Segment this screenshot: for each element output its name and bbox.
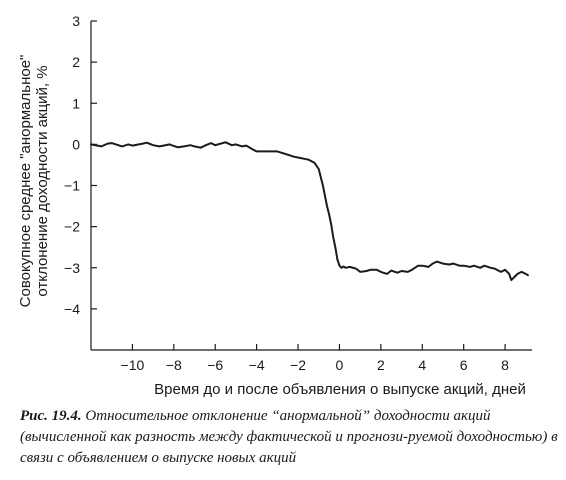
y-tick-label: 0 bbox=[72, 136, 80, 152]
y-tick-label: −2 bbox=[64, 219, 80, 235]
y-tick-label: 3 bbox=[72, 13, 80, 29]
x-tick-label: −2 bbox=[290, 357, 306, 373]
y-axis-title-line-2: отклонение доходности акций, % bbox=[34, 65, 51, 296]
y-tick-label: 1 bbox=[72, 95, 80, 111]
y-tick-label: 2 bbox=[72, 54, 80, 70]
x-axis-title: Время до и после объявления о выпуске ак… bbox=[154, 381, 526, 398]
x-tick-label: 2 bbox=[377, 357, 385, 373]
chart: Совокупное среднее "анормальное" отклоне… bbox=[17, 13, 532, 398]
x-tick-label: −6 bbox=[207, 357, 223, 373]
x-tick-label: −4 bbox=[249, 357, 265, 373]
y-tick-label: −3 bbox=[64, 260, 80, 276]
x-tick-label: −10 bbox=[121, 357, 145, 373]
x-tick-label: 0 bbox=[336, 357, 344, 373]
axes bbox=[90, 21, 532, 351]
y-tick-label: −4 bbox=[64, 301, 80, 317]
x-tick-label: −8 bbox=[166, 357, 182, 373]
figure-caption-text: Относительное отклонение “анормальной” д… bbox=[20, 408, 558, 466]
y-axis-title: Совокупное среднее "анормальное" отклоне… bbox=[17, 55, 51, 308]
figure-caption-label: Рис. 19.4. bbox=[20, 408, 82, 424]
y-tick-label: −1 bbox=[64, 178, 80, 194]
x-ticks: −10 −8 −6 −4 −2 0 2 4 6 8 bbox=[121, 344, 509, 373]
x-tick-label: 4 bbox=[418, 357, 426, 373]
series-line bbox=[90, 141, 529, 282]
y-axis-title-line-1: Совокупное среднее "анормальное" bbox=[17, 55, 34, 308]
figure-caption: Рис. 19.4. Относительное отклонение “ано… bbox=[20, 406, 560, 469]
series-layer bbox=[90, 141, 529, 282]
x-tick-label: 8 bbox=[501, 357, 509, 373]
x-tick-label: 6 bbox=[460, 357, 468, 373]
y-ticks: 3 2 1 0 −1 −2 −3 −4 bbox=[64, 13, 97, 317]
